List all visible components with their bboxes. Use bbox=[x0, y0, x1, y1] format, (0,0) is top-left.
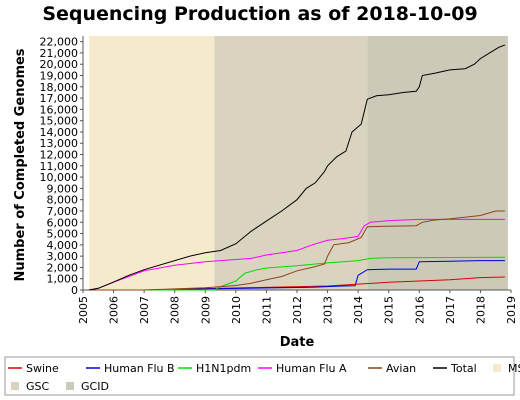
y-tick-label: 21,000 bbox=[40, 47, 79, 60]
series-line-human-flu-b bbox=[89, 260, 505, 291]
y-tick-label: 6,000 bbox=[47, 216, 79, 229]
x-tick-label: 2005 bbox=[77, 296, 90, 324]
y-tick-label: 18,000 bbox=[40, 81, 79, 94]
x-tick-label: 2017 bbox=[444, 296, 457, 324]
y-tick-label: 19,000 bbox=[40, 70, 79, 83]
legend-label-human-flu-b: Human Flu B bbox=[104, 362, 175, 375]
legend-swatch-gcid bbox=[66, 382, 74, 390]
x-tick-label: 2016 bbox=[413, 296, 426, 324]
x-tick-label: 2010 bbox=[230, 296, 243, 324]
legend-label-swine: Swine bbox=[26, 362, 59, 375]
x-tick-label: 2008 bbox=[169, 296, 182, 324]
series-line-h1n1pdm bbox=[89, 256, 505, 291]
legend-label-gsc: GSC bbox=[26, 380, 50, 393]
legend-label-total: Total bbox=[450, 362, 477, 375]
y-tick-label: 5,000 bbox=[47, 228, 79, 241]
y-tick-label: 15,000 bbox=[40, 115, 79, 128]
y-tick-label: 1,000 bbox=[47, 273, 79, 286]
legend: Swine Human Flu B H1N1pdm Human Flu A Avian T… bbox=[4, 356, 520, 396]
x-tick-label: 2011 bbox=[260, 296, 273, 324]
y-tick-label: 20,000 bbox=[40, 58, 79, 71]
legend-label-msc: MSC bbox=[508, 362, 520, 375]
legend-swatch-gsc bbox=[11, 382, 19, 390]
series-line-total bbox=[89, 44, 506, 291]
x-axis-label: Date bbox=[280, 335, 315, 350]
y-tick-label: 22,000 bbox=[40, 36, 79, 49]
band-gsc bbox=[214, 36, 368, 290]
x-tick-label: 2015 bbox=[383, 296, 396, 324]
y-tick-label: 4,000 bbox=[47, 239, 79, 252]
y-tick-label: 14,000 bbox=[40, 126, 79, 139]
y-tick-label: 2,000 bbox=[47, 261, 79, 274]
plot-area: 01,0002,0003,0004,0005,0006,0007,0008,00… bbox=[40, 36, 519, 324]
y-tick-label: 12,000 bbox=[40, 149, 79, 162]
y-tick-label: 16,000 bbox=[40, 103, 79, 116]
legend-box bbox=[4, 356, 515, 396]
y-tick-label: 8,000 bbox=[47, 194, 79, 207]
y-tick-label: 17,000 bbox=[40, 92, 79, 105]
y-tick-label: 7,000 bbox=[47, 205, 79, 218]
x-tick-label: 2014 bbox=[352, 296, 365, 324]
legend-label-h1n1pdm: H1N1pdm bbox=[196, 362, 251, 375]
legend-label-human-flu-a: Human Flu A bbox=[276, 362, 347, 375]
x-tick-label: 2012 bbox=[291, 296, 304, 324]
y-axis-label: Number of Completed Genomes bbox=[13, 48, 28, 281]
legend-swatch-msc bbox=[493, 364, 501, 372]
x-tick-label: 2013 bbox=[322, 296, 335, 324]
y-tick-label: 0 bbox=[71, 284, 78, 297]
chart-title: Sequencing Production as of 2018-10-09 bbox=[42, 3, 477, 25]
y-tick-label: 3,000 bbox=[47, 250, 79, 263]
y-tick-label: 13,000 bbox=[40, 137, 79, 150]
x-tick-label: 2007 bbox=[138, 296, 151, 324]
legend-label-gcid: GCID bbox=[81, 380, 109, 393]
y-tick-label: 11,000 bbox=[40, 160, 79, 173]
series-line-human-flu-a bbox=[89, 218, 505, 291]
legend-label-avian: Avian bbox=[386, 362, 416, 375]
y-tick-label: 9,000 bbox=[47, 182, 79, 195]
y-tick-label: 10,000 bbox=[40, 171, 79, 184]
x-tick-label: 2009 bbox=[199, 296, 212, 324]
band-msc bbox=[89, 36, 215, 290]
x-tick-label: 2018 bbox=[474, 296, 487, 324]
band-gcid bbox=[367, 36, 508, 290]
series-line-avian bbox=[89, 210, 505, 291]
x-tick-label: 2006 bbox=[108, 296, 121, 324]
x-tick-label: 2019 bbox=[505, 296, 518, 324]
